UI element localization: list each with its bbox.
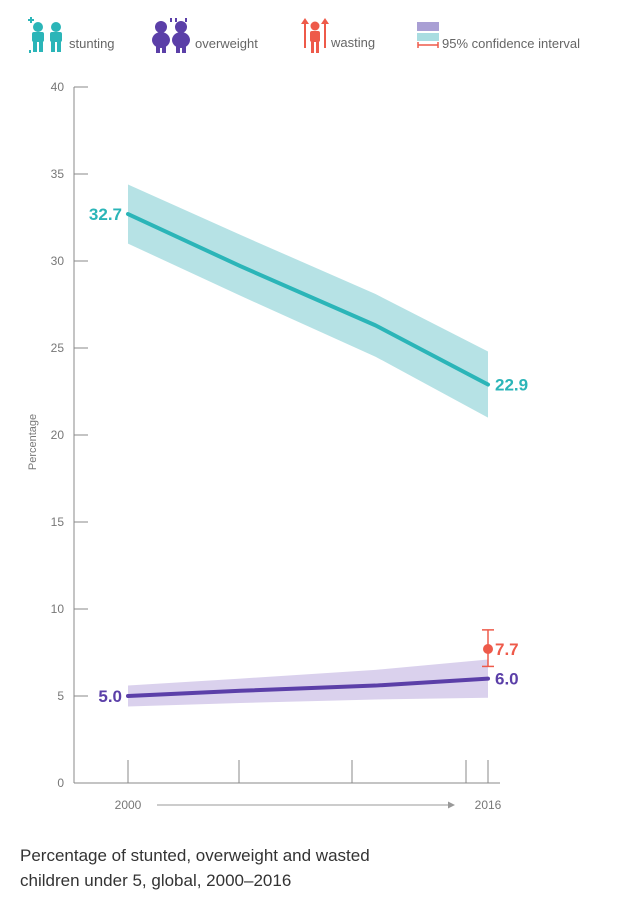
series-lines bbox=[126, 212, 490, 698]
legend-item-confidence-interval: 95% confidence interval bbox=[417, 22, 580, 51]
overweight-confidence-band bbox=[128, 659, 488, 707]
confidence-bands bbox=[128, 184, 488, 707]
legend-label-wasting: wasting bbox=[330, 35, 375, 50]
wasting-value-label: 7.7 bbox=[495, 640, 519, 659]
caption-line-2: children under 5, global, 2000–2016 bbox=[20, 871, 292, 890]
y-tick-label: 25 bbox=[51, 341, 65, 355]
y-tick-label: 0 bbox=[57, 776, 64, 790]
y-tick-label: 35 bbox=[51, 167, 65, 181]
error-bars bbox=[482, 629, 494, 668]
y-tick-label: 15 bbox=[51, 515, 65, 529]
data-labels: 32.7 22.9 5.0 6.0 7.7 bbox=[89, 205, 528, 706]
stunting-value-label: 32.7 bbox=[89, 205, 122, 224]
overweight-value-label: 6.0 bbox=[495, 670, 519, 689]
legend-item-stunting: stunting bbox=[28, 17, 115, 53]
stunting-confidence-band bbox=[128, 184, 488, 418]
x-tick-label: 2016 bbox=[475, 798, 502, 812]
legend-label-stunting: stunting bbox=[69, 36, 115, 51]
overweight-value-label: 5.0 bbox=[98, 687, 122, 706]
wasting-child-icon bbox=[301, 18, 329, 53]
overweight-line bbox=[126, 676, 490, 698]
stunting-value-label: 22.9 bbox=[495, 376, 528, 395]
legend-item-wasting: wasting bbox=[301, 18, 375, 53]
y-tick-label: 30 bbox=[51, 254, 65, 268]
stunting-children-icon bbox=[28, 17, 62, 53]
x-tick-label: 2000 bbox=[115, 798, 142, 812]
confidence-interval-swatch-icon bbox=[417, 22, 439, 48]
legend-label-confidence-interval: 95% confidence interval bbox=[442, 36, 580, 51]
legend-item-overweight: overweight bbox=[152, 18, 258, 53]
stunting-line bbox=[126, 212, 490, 387]
y-axis: 0 5 10 15 20 25 30 35 40 bbox=[51, 80, 88, 790]
legend: stunting overweight bbox=[28, 17, 580, 53]
y-tick-label: 5 bbox=[57, 689, 64, 703]
x-axis: 2000 2016 bbox=[74, 760, 502, 812]
x-axis-arrow bbox=[157, 801, 455, 809]
wasting-point bbox=[483, 644, 493, 655]
overweight-children-icon bbox=[152, 18, 190, 53]
caption-line-1: Percentage of stunted, overweight and wa… bbox=[20, 846, 370, 865]
legend-label-overweight: overweight bbox=[195, 36, 258, 51]
y-tick-label: 10 bbox=[51, 602, 65, 616]
y-tick-label: 20 bbox=[51, 428, 65, 442]
y-tick-label: 40 bbox=[51, 80, 65, 94]
y-axis-title: Percentage bbox=[27, 414, 39, 470]
chart-caption: Percentage of stunted, overweight and wa… bbox=[20, 843, 620, 893]
